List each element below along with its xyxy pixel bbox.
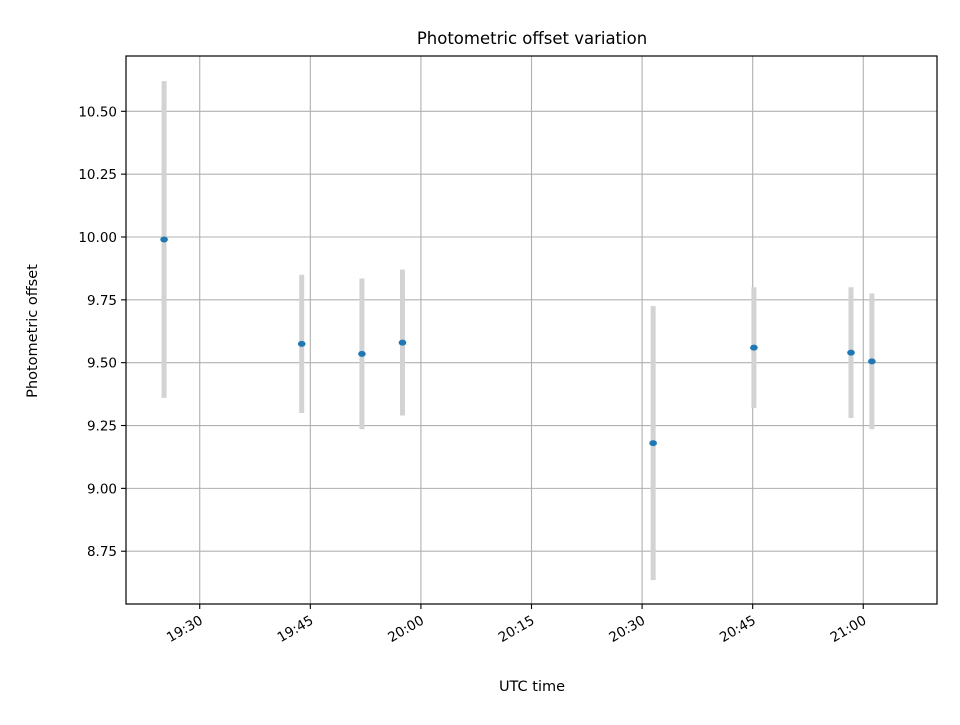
data-point [160, 236, 168, 243]
y-axis-label: Photometric offset [25, 264, 41, 398]
data-point [847, 349, 855, 356]
data-point [358, 350, 366, 357]
y-tick-label: 8.75 [87, 544, 117, 560]
data-point [649, 440, 657, 447]
data-points [160, 236, 876, 447]
data-point [398, 339, 407, 346]
chart-title: Photometric offset variation [417, 29, 647, 48]
y-tick-label: 9.00 [87, 481, 117, 497]
y-tick-label: 9.25 [87, 419, 117, 435]
data-point [750, 344, 758, 351]
y-tick-label: 9.50 [87, 356, 117, 372]
data-point [868, 358, 876, 365]
y-tick-label: 10.00 [78, 230, 117, 246]
x-axis-label: UTC time [499, 679, 565, 695]
y-tick-label: 10.25 [78, 167, 117, 183]
y-tick-label: 9.75 [87, 293, 117, 309]
y-tick-label: 10.50 [78, 104, 117, 120]
data-point [297, 340, 306, 347]
